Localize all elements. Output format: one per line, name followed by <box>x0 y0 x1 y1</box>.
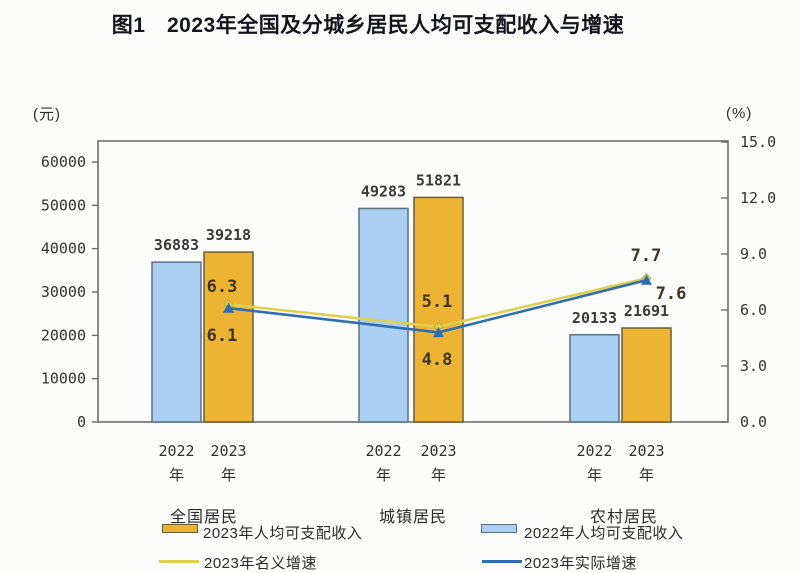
left-axis-unit-label: (元) <box>33 106 61 123</box>
triangle-marker-icon <box>433 326 444 338</box>
x-tick-year-suffix-label: 年 <box>221 467 236 484</box>
left-axis-tick-label: 50000 <box>41 196 86 214</box>
actual-growth-value-label: 4.8 <box>422 350 453 370</box>
right-axis-tick-label: 9.0 <box>740 245 767 263</box>
left-axis-tick-label: 30000 <box>41 283 86 301</box>
bar-2022-group2 <box>569 334 620 423</box>
bar-2022-group1 <box>358 207 409 423</box>
left-axis-tick-label: 20000 <box>41 326 86 344</box>
left-axis-tick-label: 0 <box>77 413 86 431</box>
triangle-marker-icon <box>641 274 652 285</box>
legend-label-actual-growth: 2023年实际增速 <box>524 555 637 572</box>
legend-swatch-2022-income <box>481 524 517 533</box>
bar-value-label: 36883 <box>154 236 199 254</box>
actual-growth-value-label: 6.1 <box>207 326 238 346</box>
legend-label-2023-income: 2023年人均可支配收入 <box>203 525 363 542</box>
x-tick-year-suffix-label: 年 <box>169 467 184 484</box>
triangle-marker-icon <box>223 302 234 313</box>
bar-value-label: 49283 <box>361 182 406 200</box>
left-axis-tick-label: 60000 <box>41 153 86 171</box>
bar-2023-group2 <box>621 327 672 423</box>
bar-2022-group0 <box>151 261 202 423</box>
plot-border <box>97 140 729 423</box>
group-label-urban: 城镇居民 <box>378 509 448 526</box>
left-axis-tick-label: 10000 <box>41 370 86 388</box>
actual-growth-value-label: 7.6 <box>656 284 687 304</box>
group-label-rural: 农村居民 <box>589 509 659 526</box>
bar-2023-group1 <box>413 196 464 423</box>
right-axis-tick-label: 0.0 <box>740 413 767 431</box>
nominal-growth-value-label: 7.7 <box>631 246 662 266</box>
nominal-growth-value-label: 6.3 <box>207 277 238 297</box>
legend-swatch-2023-income <box>162 524 198 533</box>
chart-title: 图1 2023年全国及分城乡居民人均可支配收入与增速 <box>111 14 625 37</box>
right-axis-tick-label: 15.0 <box>740 133 776 151</box>
group-label-national: 全国居民 <box>169 509 239 526</box>
x-tick-year-label: 2022 <box>576 442 612 460</box>
bar-value-label: 21691 <box>624 302 669 320</box>
legend-line-actual <box>482 560 522 563</box>
x-tick-year-suffix-label: 年 <box>376 467 391 484</box>
right-axis-tick-label: 3.0 <box>740 357 767 375</box>
bar-2023-group0 <box>203 251 254 423</box>
x-tick-year-suffix-label: 年 <box>639 467 654 484</box>
legend-label-nominal-growth: 2023年名义增速 <box>204 555 317 572</box>
left-axis-tick-label: 40000 <box>41 240 86 258</box>
right-axis-tick-label: 6.0 <box>740 301 767 319</box>
right-axis-unit-label: (%) <box>726 105 753 122</box>
legend-label-2022-income: 2022年人均可支配收入 <box>524 525 684 542</box>
bar-value-label: 51821 <box>416 171 461 189</box>
x-tick-year-suffix-label: 年 <box>587 467 602 484</box>
x-tick-year-suffix-label: 年 <box>431 467 446 484</box>
bar-value-label: 39218 <box>206 226 251 244</box>
x-tick-year-label: 2023 <box>420 442 456 460</box>
x-tick-year-label: 2022 <box>365 442 401 460</box>
x-tick-year-label: 2023 <box>628 442 664 460</box>
bar-value-label: 20133 <box>572 309 617 327</box>
legend-line-nominal <box>159 560 199 563</box>
x-tick-year-label: 2022 <box>158 442 194 460</box>
right-axis-tick-label: 12.0 <box>740 189 776 207</box>
nominal-growth-value-label: 5.1 <box>422 292 453 312</box>
x-tick-year-label: 2023 <box>210 442 246 460</box>
